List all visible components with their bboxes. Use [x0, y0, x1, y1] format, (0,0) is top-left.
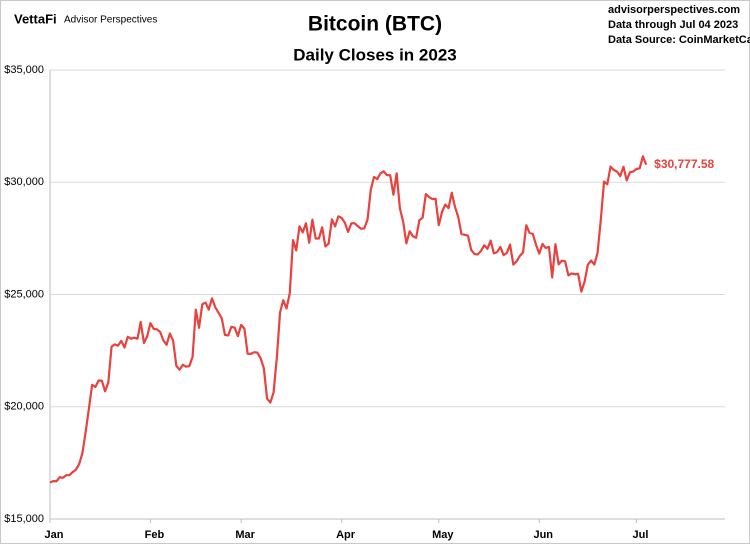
y-tick-label: $15,000 — [4, 513, 44, 525]
y-tick-label: $20,000 — [4, 401, 44, 413]
y-tick-label: $30,000 — [4, 176, 44, 188]
x-tick-label: Jun — [533, 529, 553, 541]
value-label: $30,777.58 — [654, 157, 714, 171]
x-tick-label: Feb — [145, 529, 165, 541]
x-tick-label: Apr — [336, 529, 356, 541]
y-tick-label: $25,000 — [4, 288, 44, 300]
chart-subtitle: Daily Closes in 2023 — [293, 45, 456, 64]
chart-title: Bitcoin (BTC) — [308, 13, 442, 36]
x-tick-label: Mar — [235, 529, 255, 541]
y-tick-label: $35,000 — [4, 64, 44, 76]
note: Data Source: CoinMarketCap — [608, 34, 750, 46]
note: advisorperspectives.com — [608, 4, 740, 16]
brand-tagline: Advisor Perspectives — [64, 15, 157, 26]
x-tick-label: May — [432, 529, 454, 541]
x-tick-label: Jan — [45, 529, 64, 541]
price-line — [49, 155, 648, 484]
x-tick-label: Jul — [632, 529, 648, 541]
brand: VettaFi — [14, 11, 57, 26]
note: Data through Jul 04 2023 — [608, 19, 738, 31]
